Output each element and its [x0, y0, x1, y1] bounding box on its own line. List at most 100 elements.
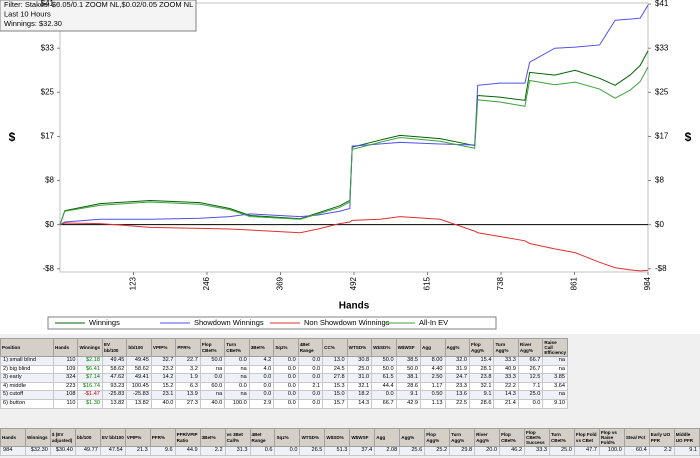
table-cell: 0.0 — [273, 381, 299, 392]
table-cell: 61.5 — [371, 373, 397, 383]
column-header: 4Bet Range — [297, 338, 324, 357]
table-cell: 3.64 — [542, 381, 568, 392]
x-tick-label: 369 — [276, 276, 285, 290]
column-header: EV bb/100 — [99, 428, 126, 447]
table-cell: 22.7 — [175, 356, 201, 366]
table-cell: 6) button — [0, 398, 54, 409]
column-header: Turn CBet% — [224, 338, 250, 357]
column-header: Turn Agg% — [449, 428, 476, 447]
table-cell: 21.3 — [124, 446, 151, 456]
table-cell: 4.40 — [420, 364, 446, 375]
table-cell: $32.30 — [24, 446, 51, 456]
table-cell: 18.2 — [346, 390, 373, 400]
table-cell: 49.41 — [126, 373, 152, 383]
legend-label: Showdown Winnings — [194, 318, 264, 327]
column-header: Flop Agg% — [468, 338, 495, 357]
table-cell: 0.0 — [273, 390, 299, 400]
column-header: River Agg% — [474, 428, 501, 447]
y2-tick-label: $33 — [655, 43, 669, 52]
column-header: Raise Call Efficiency — [542, 338, 568, 357]
x-axis-label: Hands — [339, 301, 370, 312]
table-cell: 3) early — [0, 373, 54, 383]
column-header: EV bb/100 — [101, 338, 128, 357]
table-cell: 4.0 — [248, 364, 275, 375]
column-header: Agg% — [399, 428, 426, 447]
y-axis-label: $ — [9, 130, 16, 144]
table-cell: 23.3 — [444, 381, 470, 392]
series-line — [59, 66, 649, 225]
table-cell: $6.41 — [77, 364, 103, 375]
table-cell: 13.82 — [101, 398, 128, 409]
table-cell: 2.08 — [374, 446, 401, 456]
y-tick-label: $25 — [41, 87, 55, 96]
column-header: Early UO PFR — [648, 428, 675, 447]
table-cell: 0.0 — [297, 390, 324, 400]
filter-box — [0, 0, 197, 32]
table-cell: 23.8 — [468, 373, 495, 383]
table-cell: 2) big blind — [0, 364, 54, 375]
table-cell: 50.0 — [199, 356, 226, 366]
table-cell: 9.1 — [673, 446, 700, 456]
x-tick-label: 615 — [423, 276, 432, 290]
table-cell: 324 — [52, 373, 79, 383]
table-cell: 47.54 — [99, 446, 126, 456]
table-cell: 100.0 — [224, 398, 250, 409]
column-header: VPIP% — [150, 338, 177, 357]
table-cell: 32.7 — [150, 356, 177, 366]
table-cell: 33.3 — [524, 446, 550, 456]
table-cell: 9.10 — [542, 398, 568, 409]
table-cell: 109 — [52, 364, 79, 375]
table-cell: 33.3 — [493, 356, 519, 366]
column-header: W$WSF — [349, 428, 376, 447]
column-header: vs 3Bet Call% — [224, 428, 251, 447]
table-cell: 6.3 — [175, 381, 201, 392]
table-cell: 9.1 — [395, 390, 422, 400]
table-cell: 42.9 — [395, 398, 422, 409]
filter-line: Filter: Stakes: $0.05/0.1 ZOOM NL,$0.02/… — [4, 0, 193, 9]
column-header: 3Bet% — [199, 428, 226, 447]
column-header: PFR/VPIP Ratio — [174, 428, 201, 447]
table-row: 2) big blind 109 $6.41 58.62 58.62 23.2 3.2 na n… — [0, 364, 568, 375]
table-cell: 60.0 — [199, 381, 226, 392]
table-cell: 47.62 — [101, 373, 128, 383]
table-cell: 0.0 — [199, 373, 226, 383]
table-cell: 40.0 — [199, 398, 226, 409]
table-cell: $30.40 — [49, 446, 76, 456]
table-cell: 44.4 — [371, 381, 397, 392]
table-cell: 15.4 — [468, 356, 495, 366]
x-tick-label: 861 — [570, 276, 579, 290]
table-cell: 26.7 — [517, 364, 544, 375]
column-header: Middle UO PFR — [673, 428, 700, 447]
y2-tick-label: $25 — [655, 87, 669, 96]
table-cell: 2.1 — [297, 381, 324, 392]
table-cell: 9.1 — [468, 390, 495, 400]
column-header: Turn Agg% — [493, 338, 519, 357]
table-cell: 2.2 — [199, 446, 226, 456]
table-cell: 24.5 — [322, 364, 348, 375]
column-header: Flop Agg% — [424, 428, 451, 447]
table-cell: 100.0 — [598, 446, 625, 456]
table-cell: 8.00 — [420, 356, 446, 366]
table-cell: 13.0 — [322, 356, 348, 366]
column-header: PFR% — [149, 428, 176, 447]
table-cell: 44.9 — [174, 446, 201, 456]
table-cell: 25.0 — [346, 364, 373, 375]
y2-tick-label: $8 — [655, 176, 664, 185]
table-cell: 23.2 — [150, 364, 177, 375]
table-cell: 15.0 — [322, 390, 348, 400]
table-cell: 0.0 — [297, 356, 324, 366]
x-tick-label: 246 — [202, 276, 211, 290]
filter-line: Last 10 Hours — [4, 9, 51, 18]
summary-stats-table: Hands Winnings $ (EV adjusted) bb/100 EV bb/… — [0, 428, 700, 456]
column-header: Steal Pct — [623, 428, 650, 447]
column-header: Position — [0, 338, 54, 357]
table-cell: na — [199, 364, 226, 375]
column-header: Flop CBet% — [199, 338, 226, 357]
table-cell: 0.6 — [249, 446, 276, 456]
table-cell: 2.50 — [420, 373, 446, 383]
table-cell: 32.1 — [346, 381, 373, 392]
table-cell: 27.8 — [322, 373, 348, 383]
y-tick-label: $0 — [45, 220, 54, 229]
table-cell: 0.0 — [517, 398, 544, 409]
column-header: Flop vs Raise Fold% — [598, 428, 625, 447]
